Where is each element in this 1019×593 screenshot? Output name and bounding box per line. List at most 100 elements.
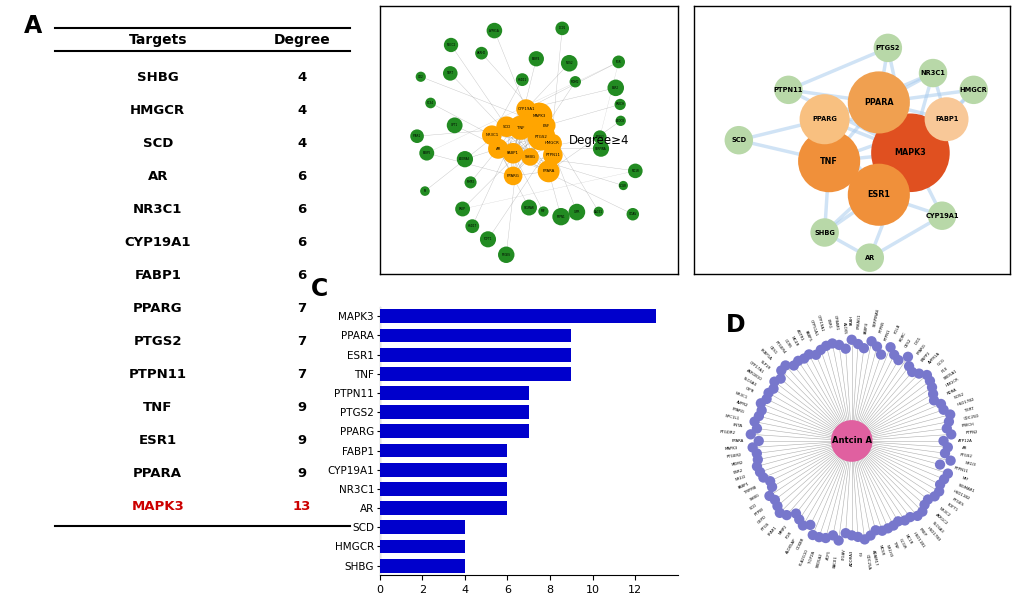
Text: PRKCH: PRKCH [615,103,624,107]
Point [902,148,918,158]
Point [759,388,775,398]
Text: ALOX5AP: ALOX5AP [785,537,797,554]
Text: TNF: TNF [891,541,898,550]
Point [830,340,847,350]
Text: CCR5: CCR5 [782,339,791,350]
Text: ENPP2: ENPP2 [919,350,930,362]
Text: PTPN2: PTPN2 [965,431,977,435]
Text: C: C [311,278,328,301]
Text: FABP1: FABP1 [135,269,181,282]
Point [861,253,877,263]
Text: GPBAR1: GPBAR1 [833,314,839,330]
Text: NR3C1: NR3C1 [734,391,747,400]
Text: PTPIB: PTPIB [753,507,763,517]
Point [483,130,499,140]
Text: NR1I2: NR1I2 [734,475,746,483]
Text: Degree≥4: Degree≥4 [568,133,629,146]
Text: HMGCR: HMGCR [130,104,185,117]
Text: HSD11: HSD11 [517,78,527,82]
Point [479,235,495,244]
Point [521,203,537,212]
Text: FABP1: FABP1 [737,482,750,490]
Text: PTGS2: PTGS2 [133,335,181,348]
Text: RORC: RORC [898,331,907,343]
Point [910,369,926,378]
Text: MDM2: MDM2 [731,461,743,467]
Point [768,501,785,511]
Text: HMGCR: HMGCR [944,378,959,388]
Point [766,495,783,505]
Text: CDC25D: CDC25D [962,413,979,420]
Bar [379,425,528,438]
Text: ITGAV: ITGAV [841,548,846,560]
Text: F9: F9 [423,189,426,193]
Point [742,429,758,439]
Text: NR3C1: NR3C1 [920,70,945,76]
Point [457,154,473,164]
Text: 6: 6 [297,203,306,216]
Text: 9: 9 [297,401,306,415]
Point [750,412,766,421]
Text: 6: 6 [297,236,306,249]
Text: PTGDR2: PTGDR2 [719,431,736,435]
Point [610,57,627,66]
Point [795,354,811,364]
Text: 4: 4 [297,104,306,117]
Text: 4: 4 [297,71,306,84]
Text: HSD17B2: HSD17B2 [956,397,975,407]
Text: ESR2: ESR2 [611,86,619,90]
Text: PPARA: PPARA [133,467,182,480]
Text: SCD: SCD [749,502,757,511]
Point [748,461,764,471]
Text: PTGS: PTGS [760,522,770,532]
Bar [379,444,506,457]
Text: NR1H3: NR1H3 [884,544,893,558]
Point [772,366,789,375]
Text: ADORA3: ADORA3 [459,157,470,161]
Point [843,531,859,540]
Point [932,399,949,409]
Text: SHBG: SHBG [748,493,759,502]
Point [489,144,505,154]
Text: HMGCR: HMGCR [544,141,559,145]
Text: PREP: PREP [917,528,926,538]
Text: NR3C1: NR3C1 [132,203,182,216]
Text: FABP4: FABP4 [532,57,540,60]
Point [787,509,803,518]
Point [931,480,948,489]
Text: PTGER4: PTGER4 [773,340,786,355]
Text: PPARA: PPARA [731,439,743,443]
Text: PRKCH: PRKCH [960,423,973,429]
Text: 9: 9 [297,434,306,447]
Text: CYP51A1: CYP51A1 [808,319,817,337]
Text: ACP1: ACP1 [825,550,832,560]
Text: FFAR1: FFAR1 [413,134,421,138]
Text: AVPR1A: AVPR1A [488,28,499,33]
Text: MC1R: MC1R [903,533,912,545]
Point [758,394,774,404]
Point [590,207,606,216]
Point [761,476,777,486]
Text: GCG: GCG [935,358,946,367]
Point [804,530,820,540]
Bar [379,559,465,572]
Text: PTGS2: PTGS2 [874,45,899,51]
Text: MAPK3: MAPK3 [131,500,183,514]
Text: PTPN11: PTPN11 [773,87,802,93]
Text: MIF: MIF [960,476,968,482]
Point [780,85,796,95]
Point [746,417,762,426]
Point [752,398,768,408]
Text: GPT1: GPT1 [450,123,458,127]
Text: FKBP1A: FKBP1A [758,348,771,362]
Bar [379,310,656,323]
Point [748,449,764,458]
Text: BACE1: BACE1 [833,555,838,568]
Text: PPARG: PPARG [731,407,745,414]
Point [837,344,853,353]
Point [940,417,956,426]
Point [760,491,776,500]
Text: 13: 13 [292,500,311,514]
Text: PTPN5: PTPN5 [878,320,886,333]
Bar [379,501,506,515]
